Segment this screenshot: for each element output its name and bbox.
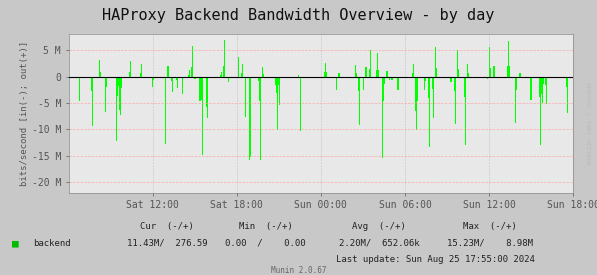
Text: 11.43M/  276.59: 11.43M/ 276.59: [127, 239, 208, 248]
Text: 2.20M/  652.06k: 2.20M/ 652.06k: [338, 239, 420, 248]
Text: Max  (-/+): Max (-/+): [463, 222, 516, 231]
Text: ■: ■: [12, 238, 19, 248]
Text: 0.00  /    0.00: 0.00 / 0.00: [225, 239, 306, 248]
Text: Munin 2.0.67: Munin 2.0.67: [271, 266, 326, 275]
Text: 15.23M/    8.98M: 15.23M/ 8.98M: [447, 239, 533, 248]
Text: HAProxy Backend Bandwidth Overview - by day: HAProxy Backend Bandwidth Overview - by …: [102, 8, 495, 23]
Text: Last update: Sun Aug 25 17:55:00 2024: Last update: Sun Aug 25 17:55:00 2024: [336, 255, 536, 264]
Text: RRDTOOL / TOBI OETIKER: RRDTOOL / TOBI OETIKER: [586, 82, 590, 165]
Text: Min  (-/+): Min (-/+): [239, 222, 293, 231]
Y-axis label: bits/second [in(-); out(+)]: bits/second [in(-); out(+)]: [20, 41, 29, 186]
Text: Cur  (-/+): Cur (-/+): [140, 222, 194, 231]
Text: backend: backend: [33, 239, 70, 248]
Text: Avg  (-/+): Avg (-/+): [352, 222, 406, 231]
